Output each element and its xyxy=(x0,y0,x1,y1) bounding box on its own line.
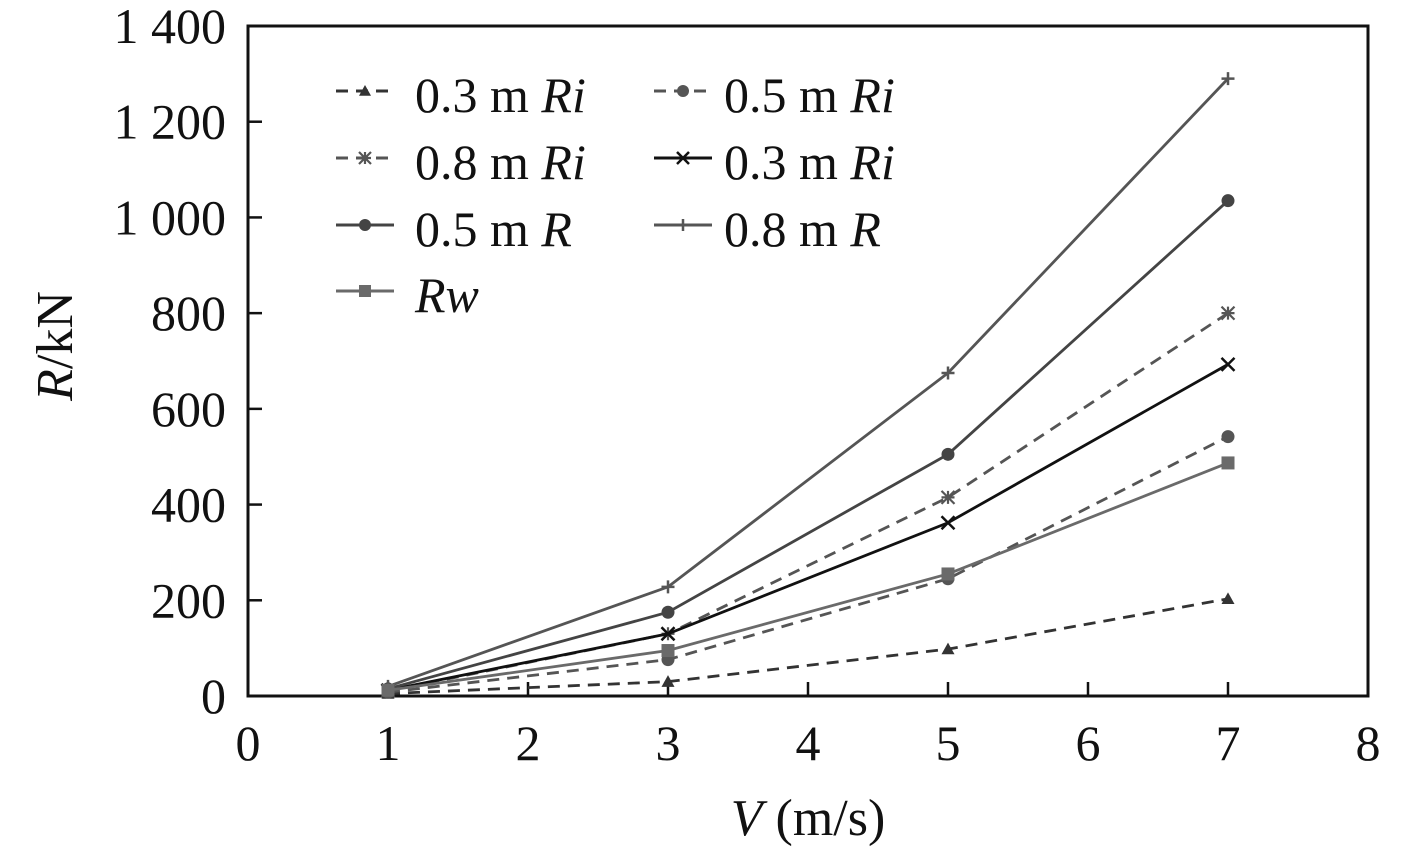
legend-label: 0.5 m R xyxy=(415,201,572,257)
series-line xyxy=(387,199,1229,691)
x-axis-title: V (m/s) xyxy=(731,790,886,847)
series-point xyxy=(1221,194,1235,208)
series-2 xyxy=(380,305,1236,699)
series-5 xyxy=(381,72,1235,693)
x-tick-label: 3 xyxy=(656,715,681,771)
series-point xyxy=(661,644,675,658)
legend-swatch-marker xyxy=(359,85,371,96)
y-tick-label: 1 000 xyxy=(114,189,227,245)
legend-item: 0.5 m R xyxy=(336,201,572,257)
series-layer xyxy=(380,72,1236,699)
legend-swatch-marker xyxy=(359,285,371,297)
legend-label: 0.5 m Ri xyxy=(724,67,895,123)
series-point xyxy=(661,605,675,619)
legend-item: 0.8 m R xyxy=(654,201,881,257)
y-axis-title: R/kN xyxy=(27,291,84,402)
legend-label: Rw xyxy=(414,267,479,323)
legend-item: 0.5 m Ri xyxy=(654,67,895,123)
series-3 xyxy=(380,356,1236,698)
series-6 xyxy=(381,456,1235,697)
series-point xyxy=(661,675,675,687)
series-line xyxy=(387,597,1229,696)
y-tick-label: 0 xyxy=(201,668,226,724)
x-tick-label: 2 xyxy=(516,715,541,771)
legend-swatch-marker xyxy=(359,219,371,231)
x-tick-label: 1 xyxy=(376,715,401,771)
legend-swatch-marker xyxy=(677,85,689,97)
y-tick-label: 600 xyxy=(151,381,226,437)
series-point xyxy=(661,580,675,594)
legend-item: 0.8 m Ri xyxy=(336,134,586,190)
series-point xyxy=(660,626,676,642)
series-line xyxy=(387,435,1229,694)
legend-label: 0.8 m Ri xyxy=(415,134,586,190)
series-point xyxy=(941,567,955,581)
series-line xyxy=(387,363,1229,692)
series-point xyxy=(1221,72,1235,86)
legend: 0.3 m Ri 0.5 m Ri 0.8 m Ri 0.3 m Ri 0.5 m R 0… xyxy=(336,67,895,323)
x-axis-ticks: 0 1 2 3 4 5 6 7 8 xyxy=(236,682,1381,771)
x-tick-label: 8 xyxy=(1356,715,1381,771)
series-line xyxy=(387,77,1230,688)
plot-frame xyxy=(246,24,1370,698)
y-tick-label: 1 200 xyxy=(114,94,227,150)
series-point xyxy=(1221,430,1235,444)
series-point xyxy=(941,447,955,461)
legend-label: 0.3 m Ri xyxy=(415,67,586,123)
series-point xyxy=(1221,456,1235,470)
series-point xyxy=(1220,356,1236,372)
x-tick-label: 5 xyxy=(936,715,961,771)
series-point xyxy=(941,642,955,655)
legend-label: 0.3 m Ri xyxy=(724,134,895,190)
y-tick-label: 200 xyxy=(151,572,226,628)
x-tick-label: 7 xyxy=(1216,715,1241,771)
y-axis-ticks: 0 200 400 600 800 1 000 1 200 1 400 xyxy=(114,0,262,724)
series-point xyxy=(940,490,956,505)
series-point xyxy=(1221,592,1235,605)
y-tick-label: 400 xyxy=(151,477,226,533)
series-line xyxy=(387,461,1229,692)
legend-item: 0.3 m Ri xyxy=(336,67,586,123)
legend-swatch-marker xyxy=(676,151,690,165)
legend-swatch-marker xyxy=(358,151,372,165)
y-tick-label: 1 400 xyxy=(114,0,227,54)
x-tick-label: 4 xyxy=(796,715,821,771)
series-point xyxy=(1220,305,1236,321)
series-point xyxy=(940,515,956,531)
series-point xyxy=(941,366,955,380)
y-tick-label: 800 xyxy=(151,285,226,341)
x-tick-label: 0 xyxy=(236,715,261,771)
series-point xyxy=(381,683,395,697)
legend-item: Rw xyxy=(336,267,479,323)
legend-label: 0.8 m R xyxy=(724,201,881,257)
legend-item: 0.3 m Ri xyxy=(654,134,895,190)
x-tick-label: 6 xyxy=(1076,715,1101,771)
legend-swatch-marker xyxy=(677,219,689,231)
series-line xyxy=(387,311,1229,693)
